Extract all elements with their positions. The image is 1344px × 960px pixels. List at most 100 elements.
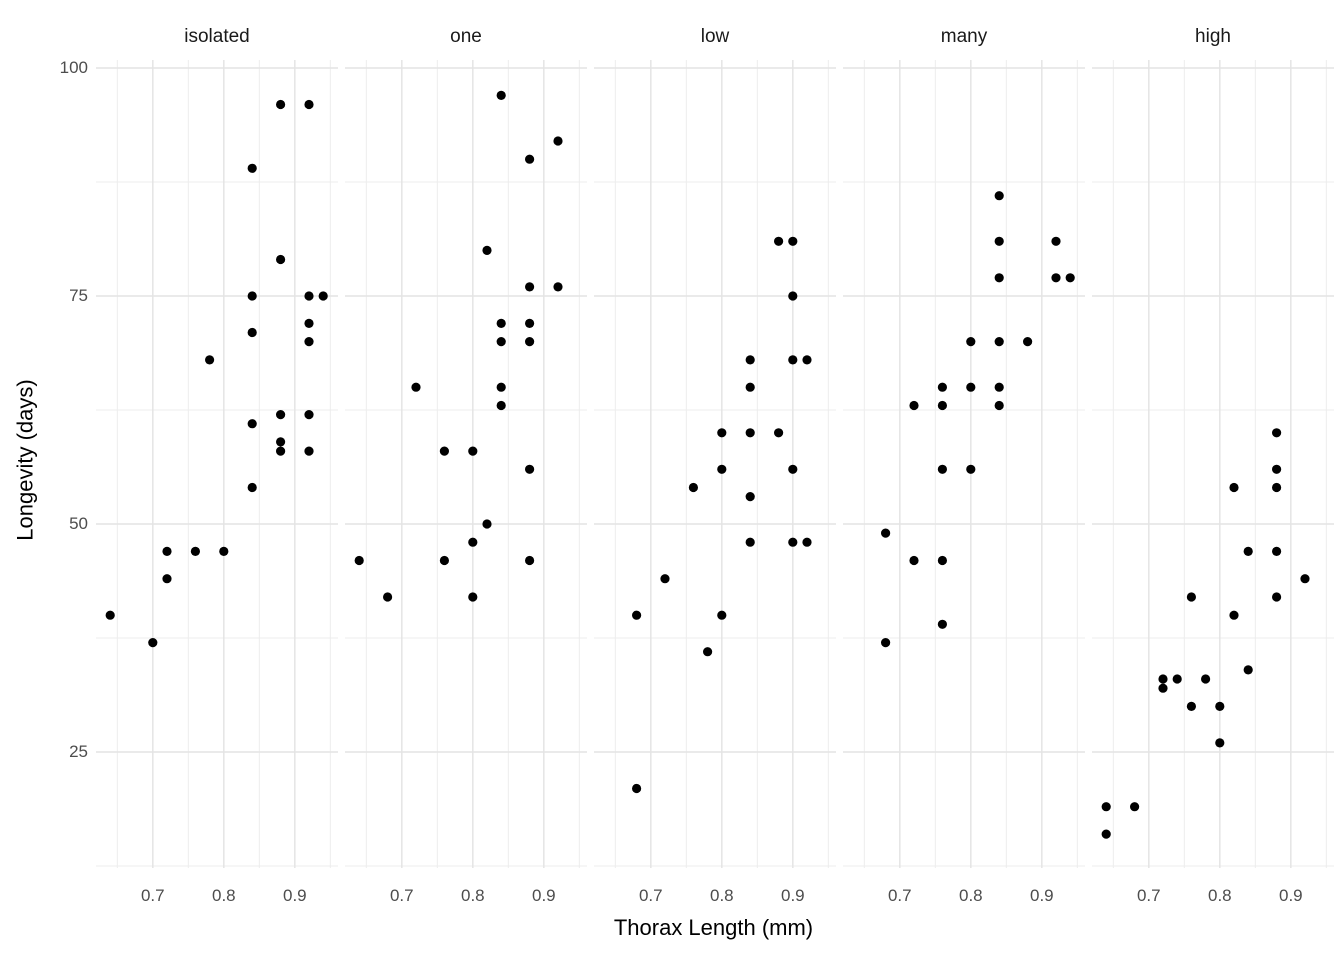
data-point	[881, 528, 891, 538]
data-point	[468, 446, 478, 456]
data-point	[247, 163, 257, 173]
data-point	[247, 419, 257, 429]
data-point	[1229, 610, 1239, 620]
y-tick-label: 50	[69, 514, 88, 533]
x-tick-label: 0.7	[638, 886, 663, 905]
data-point	[525, 282, 535, 292]
facet-panel-high	[1092, 60, 1334, 868]
data-point	[774, 236, 784, 246]
data-point	[937, 555, 947, 566]
data-point	[788, 537, 798, 547]
data-point	[966, 382, 976, 392]
data-point	[745, 537, 755, 547]
facet-panel-one	[345, 60, 587, 868]
data-point	[745, 492, 755, 502]
data-point	[745, 355, 755, 365]
facet-label-one: one	[450, 26, 482, 47]
data-point	[966, 464, 976, 474]
data-point	[788, 236, 798, 246]
data-point	[937, 400, 947, 411]
data-point	[468, 537, 478, 547]
x-tick-label: 0.9	[531, 886, 556, 905]
data-point	[1101, 802, 1111, 812]
data-point	[632, 783, 642, 794]
data-point	[660, 574, 670, 584]
x-tick-label: 0.9	[1029, 886, 1054, 905]
facet-label-high: high	[1195, 26, 1231, 47]
panel-canvas	[345, 60, 587, 868]
data-point	[553, 282, 563, 292]
x-tick-label: 0.8	[211, 886, 236, 905]
x-tick-label: 0.9	[1278, 886, 1303, 905]
data-point	[304, 318, 314, 328]
data-point	[1272, 546, 1282, 556]
data-point	[909, 555, 919, 566]
y-axis-title-wrap: Longevity (days)	[4, 0, 48, 920]
data-point	[482, 245, 492, 255]
data-point	[354, 555, 364, 566]
data-point	[411, 382, 421, 392]
data-point	[162, 574, 172, 584]
data-point	[745, 382, 755, 392]
data-point	[703, 647, 713, 657]
data-point	[1215, 738, 1225, 748]
data-point	[994, 337, 1004, 347]
data-point	[1272, 428, 1282, 438]
y-tick-label: 25	[69, 741, 88, 761]
x-tick-label: 0.7	[140, 886, 165, 905]
data-point	[1272, 482, 1282, 493]
data-point	[1065, 273, 1075, 283]
data-point	[688, 482, 698, 493]
facet-panel-many	[843, 60, 1085, 868]
facet-label-many: many	[940, 26, 988, 47]
data-point	[994, 191, 1004, 201]
x-tick-label: 0.7	[887, 886, 912, 905]
facet-label-isolated: isolated	[184, 26, 250, 47]
data-point	[1172, 674, 1182, 684]
x-tick-label: 0.9	[780, 886, 805, 905]
data-point	[276, 99, 286, 110]
data-point	[439, 446, 449, 456]
data-point	[1023, 337, 1033, 347]
data-point	[276, 410, 286, 420]
data-point	[304, 291, 314, 301]
data-point	[937, 464, 947, 474]
data-point	[304, 337, 314, 347]
data-point	[525, 555, 535, 566]
data-point	[1051, 236, 1061, 246]
data-point	[1130, 802, 1140, 812]
data-point	[496, 318, 506, 328]
data-point	[788, 464, 798, 474]
data-point	[148, 638, 158, 648]
data-point	[1101, 829, 1111, 839]
data-point	[1272, 592, 1282, 602]
x-tick-label: 0.8	[709, 886, 734, 905]
data-point	[247, 482, 257, 493]
data-point	[468, 592, 478, 602]
data-point	[496, 400, 506, 411]
data-point	[966, 337, 976, 347]
data-point	[496, 382, 506, 392]
data-point	[496, 90, 506, 100]
data-point	[994, 382, 1004, 392]
facet-label-low: low	[700, 26, 730, 47]
data-point	[881, 638, 891, 648]
data-point	[383, 592, 393, 602]
x-tick-label: 0.9	[282, 886, 307, 905]
data-point	[1215, 701, 1225, 712]
data-point	[1201, 674, 1211, 684]
data-point	[162, 546, 172, 556]
data-point	[1243, 546, 1253, 556]
data-point	[304, 446, 314, 456]
data-point	[190, 546, 200, 556]
x-tick-label: 0.8	[1207, 886, 1232, 905]
data-point	[1186, 701, 1196, 712]
data-point	[105, 610, 115, 620]
data-point	[525, 337, 535, 347]
facet-panel-isolated	[96, 60, 338, 868]
data-point	[1158, 674, 1168, 684]
panel-canvas	[594, 60, 836, 868]
data-point	[318, 291, 328, 301]
data-point	[247, 327, 257, 338]
